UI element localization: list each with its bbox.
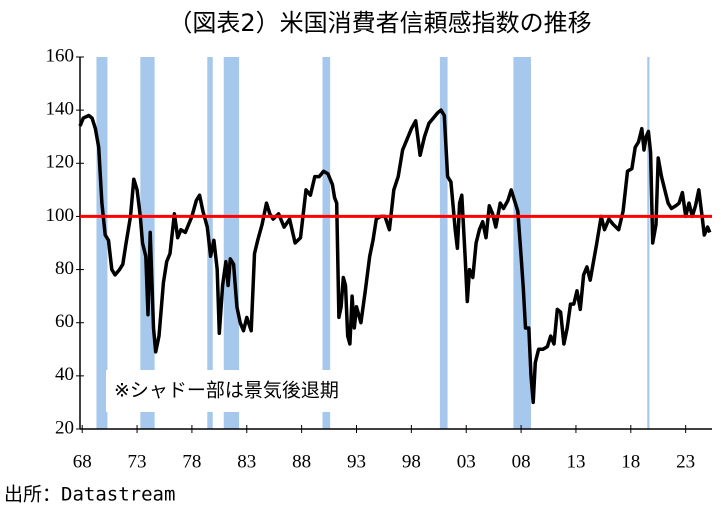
annotation-box (106, 370, 422, 412)
x-tick-label: 78 (182, 451, 201, 472)
x-tick-label: 08 (512, 451, 531, 472)
annotation: ※シャドー部は景気後退期 (114, 380, 339, 402)
recession-band (96, 57, 108, 429)
series-line (78, 108, 712, 405)
recession-band (513, 57, 531, 429)
x-tick-label: 93 (347, 451, 366, 472)
x-tick-label: 13 (566, 451, 585, 472)
y-tick-label: 80 (55, 258, 74, 279)
y-tick-label: 100 (46, 205, 75, 226)
x-tick-label: 23 (676, 451, 695, 472)
y-tick-label: 20 (55, 417, 74, 438)
x-tick-label: 83 (237, 451, 256, 472)
y-tick-label: 40 (55, 364, 74, 385)
x-tick-label: 03 (457, 451, 476, 472)
recession-band (647, 57, 650, 429)
recession-band (223, 57, 240, 429)
recession-band (322, 57, 331, 429)
x-tick-label: 88 (292, 451, 311, 472)
plot-area: 20 40 60 80 100 120 140 160 68 73 78 83 88 93 98 03 08 13… (46, 45, 712, 472)
recession-band (439, 57, 448, 429)
y-tick-label: 120 (46, 152, 75, 173)
y-tick-label: 160 (46, 45, 75, 66)
x-tick-label: 98 (402, 451, 421, 472)
x-tick-label: 68 (73, 451, 92, 472)
source: 出所：Datastream (4, 484, 175, 506)
y-tick-label: 140 (46, 99, 75, 120)
recession-band (140, 57, 155, 429)
chart-title: （図表2）米国消費者信頼感指数の推移 (168, 9, 591, 37)
x-tick-label: 73 (128, 451, 147, 472)
y-tick-label: 60 (55, 311, 74, 332)
x-tick-label: 18 (621, 451, 640, 472)
